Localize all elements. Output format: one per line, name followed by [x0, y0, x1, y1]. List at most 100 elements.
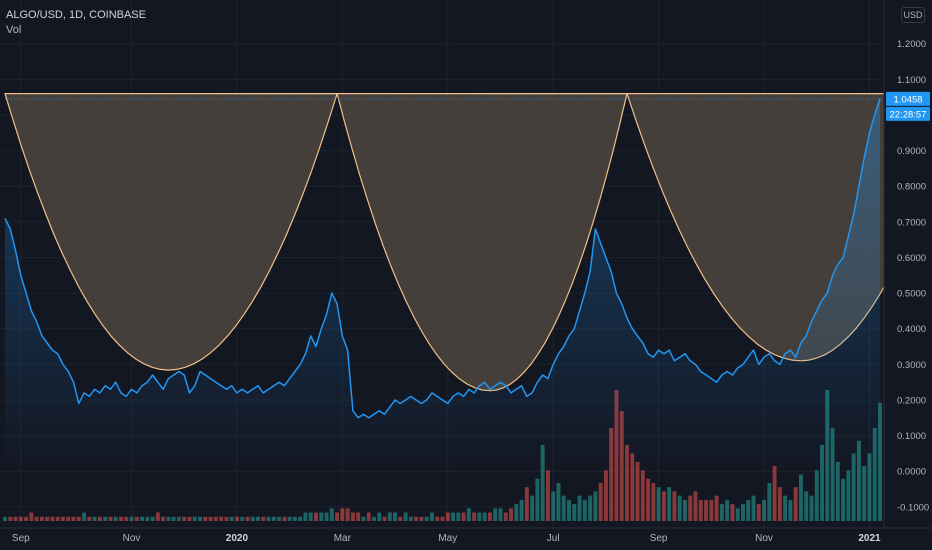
volume-bar	[303, 512, 308, 521]
volume-bar	[108, 516, 113, 521]
volume-bar	[39, 516, 44, 521]
volume-bar	[350, 512, 355, 521]
volume-bar	[820, 444, 824, 521]
volume-bar	[851, 453, 856, 521]
volume-bar	[61, 516, 65, 521]
volume-bar	[345, 508, 350, 521]
volume-bar	[793, 487, 798, 521]
volume-bar	[841, 478, 846, 521]
time-tick-label: 2021	[858, 533, 881, 544]
price-tick-label: 0.0000	[897, 467, 926, 478]
volume-bar	[545, 470, 550, 521]
volume-bar	[18, 516, 23, 521]
countdown-badge	[886, 106, 930, 121]
volume-bar	[161, 516, 166, 521]
volume-bar	[166, 516, 171, 521]
volume-indicator-label[interactable]: Vol	[6, 24, 22, 36]
volume-bar	[34, 516, 39, 521]
volume-bar	[835, 461, 840, 521]
volume-bar	[809, 495, 814, 521]
price-tick-label: 0.3000	[897, 360, 926, 371]
volume-bar	[76, 516, 81, 521]
volume-bar	[187, 516, 192, 521]
volume-bar	[625, 444, 629, 521]
volume-bar	[867, 453, 872, 521]
countdown-label: 22:28:57	[890, 109, 927, 120]
symbol-title[interactable]: ALGO/USD, 1D, COINBASE	[6, 9, 146, 21]
currency-button[interactable]: USD	[901, 7, 925, 23]
volume-bar	[756, 504, 761, 521]
volume-bar	[256, 516, 260, 521]
price-series-line	[4, 98, 881, 419]
volume-bar	[282, 516, 287, 521]
volume-bar	[314, 512, 318, 521]
volume-bar	[777, 487, 782, 521]
volume-bar	[229, 516, 234, 521]
volume-bar	[213, 516, 218, 521]
time-axis[interactable]: Sep Nov 2020 Mar May Jul Sep Nov 2021	[0, 527, 932, 544]
volume-bar	[219, 516, 224, 521]
volume-bar	[530, 495, 535, 521]
volume-bar	[292, 516, 297, 521]
volume-bar	[735, 508, 740, 521]
volume-bar	[693, 491, 698, 521]
volume-bar	[577, 495, 582, 521]
volume-bar	[140, 516, 145, 521]
time-tick-label: Nov	[123, 533, 141, 544]
volume-bar	[224, 516, 229, 521]
volume-bar	[740, 504, 745, 521]
volume-bar	[198, 516, 202, 521]
volume-bar	[329, 508, 334, 521]
volume-bar	[234, 516, 239, 521]
volume-bar	[767, 482, 772, 521]
volume-bar	[308, 512, 313, 521]
volume-bar	[714, 495, 719, 521]
price-tick-label: 1.1000	[897, 75, 926, 86]
volume-bar	[640, 470, 645, 521]
volume-bar	[683, 499, 687, 521]
price-tick-label: 0.6000	[897, 253, 926, 264]
volume-bar	[324, 512, 329, 521]
price-tick-label: 0.2000	[897, 395, 926, 406]
volume-bar	[567, 499, 571, 521]
volume-bar	[588, 495, 593, 521]
volume-bar	[155, 512, 160, 521]
volume-bar	[266, 516, 271, 521]
volume-bar	[356, 512, 361, 521]
volume-bar	[50, 516, 55, 521]
volume-bar	[598, 482, 603, 521]
volume-bar	[97, 516, 102, 521]
volume-bar	[804, 491, 809, 521]
volume-bar	[582, 499, 587, 521]
volume-bar	[408, 516, 413, 521]
time-tick-label: Mar	[334, 533, 352, 544]
volume-bar	[419, 516, 424, 521]
volume-bar	[551, 491, 556, 521]
volume-bar	[561, 495, 566, 521]
volume-bar	[540, 444, 545, 521]
volume-bar	[704, 499, 709, 521]
volume-bar	[593, 491, 598, 521]
volume-bar	[572, 504, 577, 521]
volume-bar	[719, 504, 724, 521]
volume-bar	[124, 516, 129, 521]
volume-bar	[730, 504, 735, 521]
volume-bar	[651, 482, 656, 521]
price-area	[5, 98, 880, 472]
volume-bar	[118, 516, 123, 521]
volume-bar	[509, 508, 513, 521]
volume-bar	[661, 491, 666, 521]
volume-bar	[646, 478, 651, 521]
volume-bar	[129, 516, 134, 521]
time-tick-label: Sep	[12, 533, 30, 544]
volume-bar	[667, 487, 672, 521]
price-axis-background	[884, 0, 932, 550]
volume-bar	[445, 512, 450, 521]
volume-bar	[366, 512, 371, 521]
volume-bar	[677, 495, 682, 521]
last-price-label: 1.0458	[893, 94, 922, 105]
price-axis[interactable]: 1.20001.10001.00000.90000.80000.70000.60…	[883, 0, 932, 550]
volume-bar	[208, 516, 213, 521]
volume-bar	[92, 516, 97, 521]
